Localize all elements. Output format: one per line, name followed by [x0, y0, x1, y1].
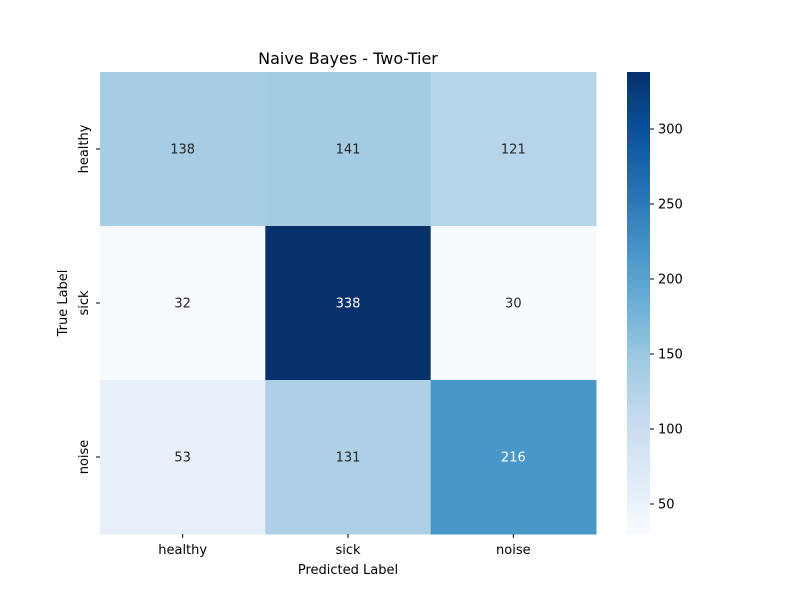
- cell-value-sick-sick: 338: [336, 297, 361, 312]
- cell-noise-noise: [430, 380, 597, 535]
- cell-value-noise-noise: 216: [501, 451, 526, 466]
- colorbar-tick-label-50: 50: [658, 498, 675, 513]
- y-tick-label-noise: noise: [77, 440, 92, 475]
- cell-healthy-healthy: [100, 72, 266, 227]
- cell-sick-healthy: [100, 226, 266, 381]
- x-tick-label-healthy: healthy: [158, 543, 207, 558]
- heatmap-cells: [100, 72, 597, 535]
- colorbar-tick-label-150: 150: [658, 348, 683, 363]
- cell-noise-healthy: [100, 380, 266, 535]
- colorbar-gradient: [627, 72, 650, 534]
- y-tick-label-healthy: healthy: [77, 124, 92, 173]
- cell-value-noise-healthy: 53: [174, 451, 191, 466]
- cell-value-noise-sick: 131: [336, 451, 361, 466]
- colorbar-tick-label-200: 200: [658, 273, 683, 288]
- colorbar-tick-label-250: 250: [658, 198, 683, 213]
- y-axis-label: True Label: [56, 270, 71, 338]
- chart-title: Naive Bayes - Two-Tier: [258, 49, 438, 68]
- cell-healthy-noise: [430, 72, 597, 227]
- cell-healthy-sick: [265, 72, 432, 227]
- colorbar: 50 100 150 200 250 300: [627, 72, 683, 534]
- cell-annotations: 138 141 121 32 338 30 53 131 216: [170, 143, 525, 466]
- cell-sick-noise: [430, 226, 597, 381]
- cell-value-healthy-sick: 141: [336, 143, 361, 158]
- colorbar-tick-label-300: 300: [658, 123, 683, 138]
- x-tick-label-noise: noise: [496, 543, 531, 558]
- cell-value-healthy-healthy: 138: [170, 143, 195, 158]
- x-axis: healthy sick noise: [158, 534, 531, 558]
- colorbar-tick-label-100: 100: [658, 423, 683, 438]
- x-axis-label: Predicted Label: [298, 563, 398, 578]
- y-tick-label-sick: sick: [77, 290, 92, 316]
- cell-value-sick-healthy: 32: [174, 297, 191, 312]
- y-axis: healthy sick noise: [77, 124, 100, 474]
- cell-sick-sick: [265, 226, 432, 381]
- cell-noise-sick: [265, 380, 432, 535]
- cell-value-healthy-noise: 121: [501, 143, 526, 158]
- x-tick-label-sick: sick: [335, 543, 361, 558]
- cell-value-sick-noise: 30: [505, 297, 522, 312]
